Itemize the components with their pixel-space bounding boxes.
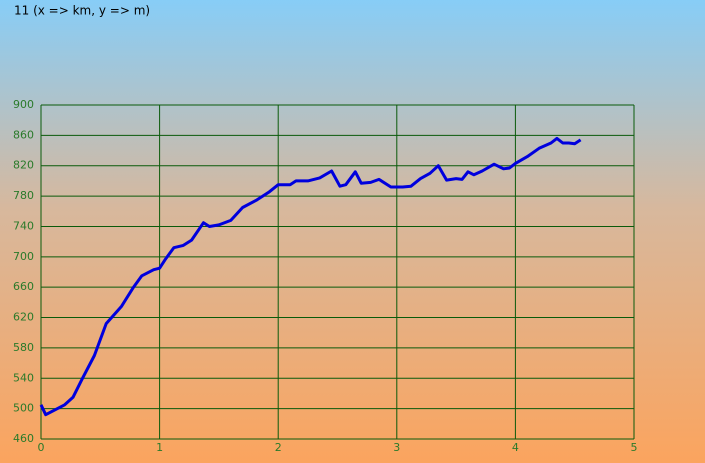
y-tick-label: 580 bbox=[13, 341, 34, 354]
y-tick-label: 540 bbox=[13, 371, 34, 384]
chart-title: 11 (x => km, y => m) bbox=[14, 4, 150, 18]
x-tick-label: 0 bbox=[38, 441, 45, 454]
y-tick-label: 700 bbox=[13, 250, 34, 263]
y-tick-label: 660 bbox=[13, 280, 34, 293]
elevation-line bbox=[39, 136, 582, 417]
x-tick-label: 1 bbox=[156, 441, 163, 454]
y-tick-label: 820 bbox=[13, 159, 34, 172]
y-tick-label: 780 bbox=[13, 189, 34, 202]
x-tick-label: 5 bbox=[631, 441, 638, 454]
y-tick-label: 900 bbox=[13, 98, 34, 111]
y-tick-label: 620 bbox=[13, 311, 34, 324]
y-tick-label: 460 bbox=[13, 432, 34, 445]
y-tick-label: 740 bbox=[13, 219, 34, 232]
x-tick-label: 3 bbox=[393, 441, 400, 454]
y-tick-label: 500 bbox=[13, 402, 34, 415]
x-tick-label: 2 bbox=[275, 441, 282, 454]
x-tick-label: 4 bbox=[512, 441, 519, 454]
y-tick-label: 860 bbox=[13, 128, 34, 141]
